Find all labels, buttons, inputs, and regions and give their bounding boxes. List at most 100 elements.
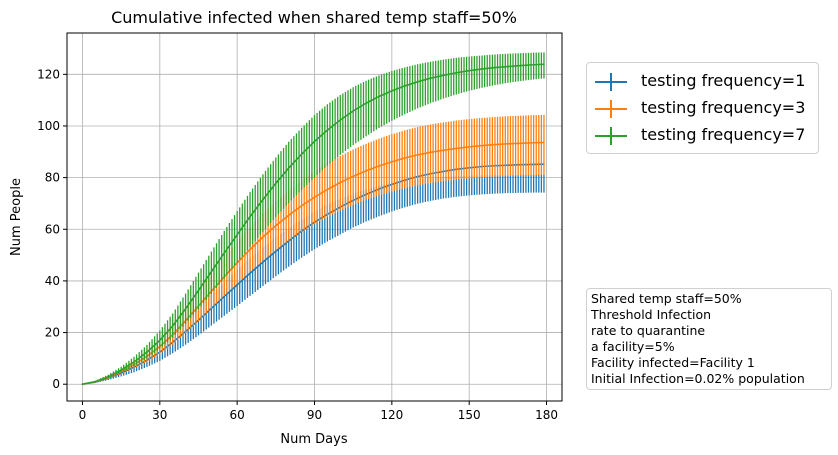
- data-point: [429, 151, 432, 154]
- y-tick-label: 0: [52, 377, 60, 391]
- data-point: [120, 369, 122, 371]
- data-point: [507, 142, 509, 145]
- data-point: [262, 198, 264, 201]
- data-point: [339, 119, 342, 121]
- data-point: [481, 144, 483, 147]
- annotation-box: Shared temp staff=50% Threshold Infectio…: [586, 288, 832, 390]
- annotation-line: Shared temp staff=50%: [591, 291, 742, 306]
- data-point: [532, 141, 535, 144]
- annotation-line: Threshold Infection: [591, 307, 712, 322]
- data-point: [146, 351, 148, 353]
- data-point: [210, 270, 213, 273]
- data-point: [403, 157, 406, 159]
- data-point: [352, 175, 354, 178]
- data-point: [133, 361, 135, 363]
- series-3: [81, 52, 545, 386]
- x-tick-label: 30: [152, 408, 167, 422]
- data-point: [403, 85, 406, 87]
- data-point: [455, 147, 458, 150]
- data-point: [326, 129, 329, 131]
- data-point: [378, 165, 380, 167]
- x-tick-label: 60: [230, 408, 245, 422]
- data-point: [352, 110, 354, 112]
- data-point: [543, 141, 545, 144]
- data-point: [159, 339, 161, 342]
- legend-swatch-series-1: [595, 73, 627, 91]
- legend-label-series-3: testing frequency=7: [641, 125, 806, 144]
- x-tick-label: 0: [79, 408, 87, 422]
- y-tick-label: 80: [45, 171, 60, 185]
- data-point: [391, 161, 393, 163]
- data-point: [94, 380, 97, 383]
- data-point: [171, 325, 174, 327]
- data-point: [313, 196, 316, 199]
- data-point: [275, 182, 277, 185]
- series-2: [81, 114, 545, 386]
- data-point: [249, 215, 251, 218]
- data-point: [494, 143, 496, 146]
- legend-item-series-3: testing frequency=7: [587, 123, 818, 149]
- x-axis-label: Num Days: [280, 432, 347, 447]
- data-point: [275, 224, 277, 227]
- data-point: [519, 64, 522, 67]
- data-point: [81, 383, 84, 386]
- data-point: [300, 204, 303, 207]
- data-point: [275, 250, 277, 253]
- series-line: [82, 63, 544, 385]
- data-point: [184, 308, 187, 310]
- data-point: [287, 214, 290, 217]
- data-point: [429, 77, 432, 79]
- data-point: [532, 63, 535, 66]
- data-point: [391, 90, 393, 92]
- series-layer: [81, 52, 545, 386]
- data-point: [249, 248, 251, 251]
- x-tick-label: 90: [307, 408, 322, 422]
- data-point: [416, 81, 419, 83]
- data-point: [365, 170, 367, 172]
- data-point: [236, 233, 238, 236]
- legend-item-series-1: testing frequency=1: [587, 69, 818, 95]
- data-point: [481, 68, 483, 70]
- y-tick-label: 120: [37, 67, 60, 81]
- data-point: [107, 375, 110, 378]
- legend-swatch-series-2: [595, 100, 627, 118]
- axis-ticks: 0 30 60 90 120 150 180 0 20 40 60 80 100 120: [37, 67, 558, 422]
- data-point: [287, 167, 290, 169]
- legend-label-series-1: testing frequency=1: [641, 71, 806, 90]
- data-point: [262, 236, 264, 238]
- data-point: [365, 102, 367, 105]
- chart-title: Cumulative infected when shared temp sta…: [111, 8, 517, 27]
- data-point: [416, 154, 419, 156]
- data-point: [519, 142, 522, 145]
- data-point: [262, 261, 264, 263]
- legend-label-series-2: testing frequency=3: [641, 98, 806, 117]
- data-point: [468, 146, 470, 148]
- data-point: [507, 65, 509, 68]
- data-point: [468, 69, 470, 72]
- annotation-line: a facility=5%: [591, 339, 675, 354]
- legend: testing frequency=1 testing frequency=3 …: [586, 62, 819, 154]
- data-point: [494, 66, 496, 69]
- data-point: [249, 272, 251, 274]
- annotation-line: Facility infected=Facility 1: [591, 355, 755, 370]
- data-point: [442, 149, 445, 152]
- y-axis-label: Num People: [9, 178, 24, 256]
- y-tick-label: 100: [37, 119, 60, 133]
- data-point: [455, 71, 458, 74]
- legend-item-series-2: testing frequency=3: [587, 96, 818, 122]
- y-tick-label: 40: [45, 274, 60, 288]
- x-tick-label: 150: [458, 408, 481, 422]
- y-tick-label: 20: [45, 326, 60, 340]
- annotation-line: rate to quarantine: [591, 323, 706, 338]
- data-point: [236, 283, 238, 286]
- series-1: [81, 163, 545, 386]
- annotation-line: Initial Infection=0.02% population: [591, 371, 805, 386]
- data-point: [339, 181, 342, 184]
- data-point: [442, 74, 445, 77]
- x-tick-label: 120: [380, 408, 403, 422]
- data-point: [543, 63, 545, 66]
- legend-swatch-series-3: [595, 127, 627, 145]
- data-point: [313, 140, 316, 143]
- data-point: [197, 289, 200, 292]
